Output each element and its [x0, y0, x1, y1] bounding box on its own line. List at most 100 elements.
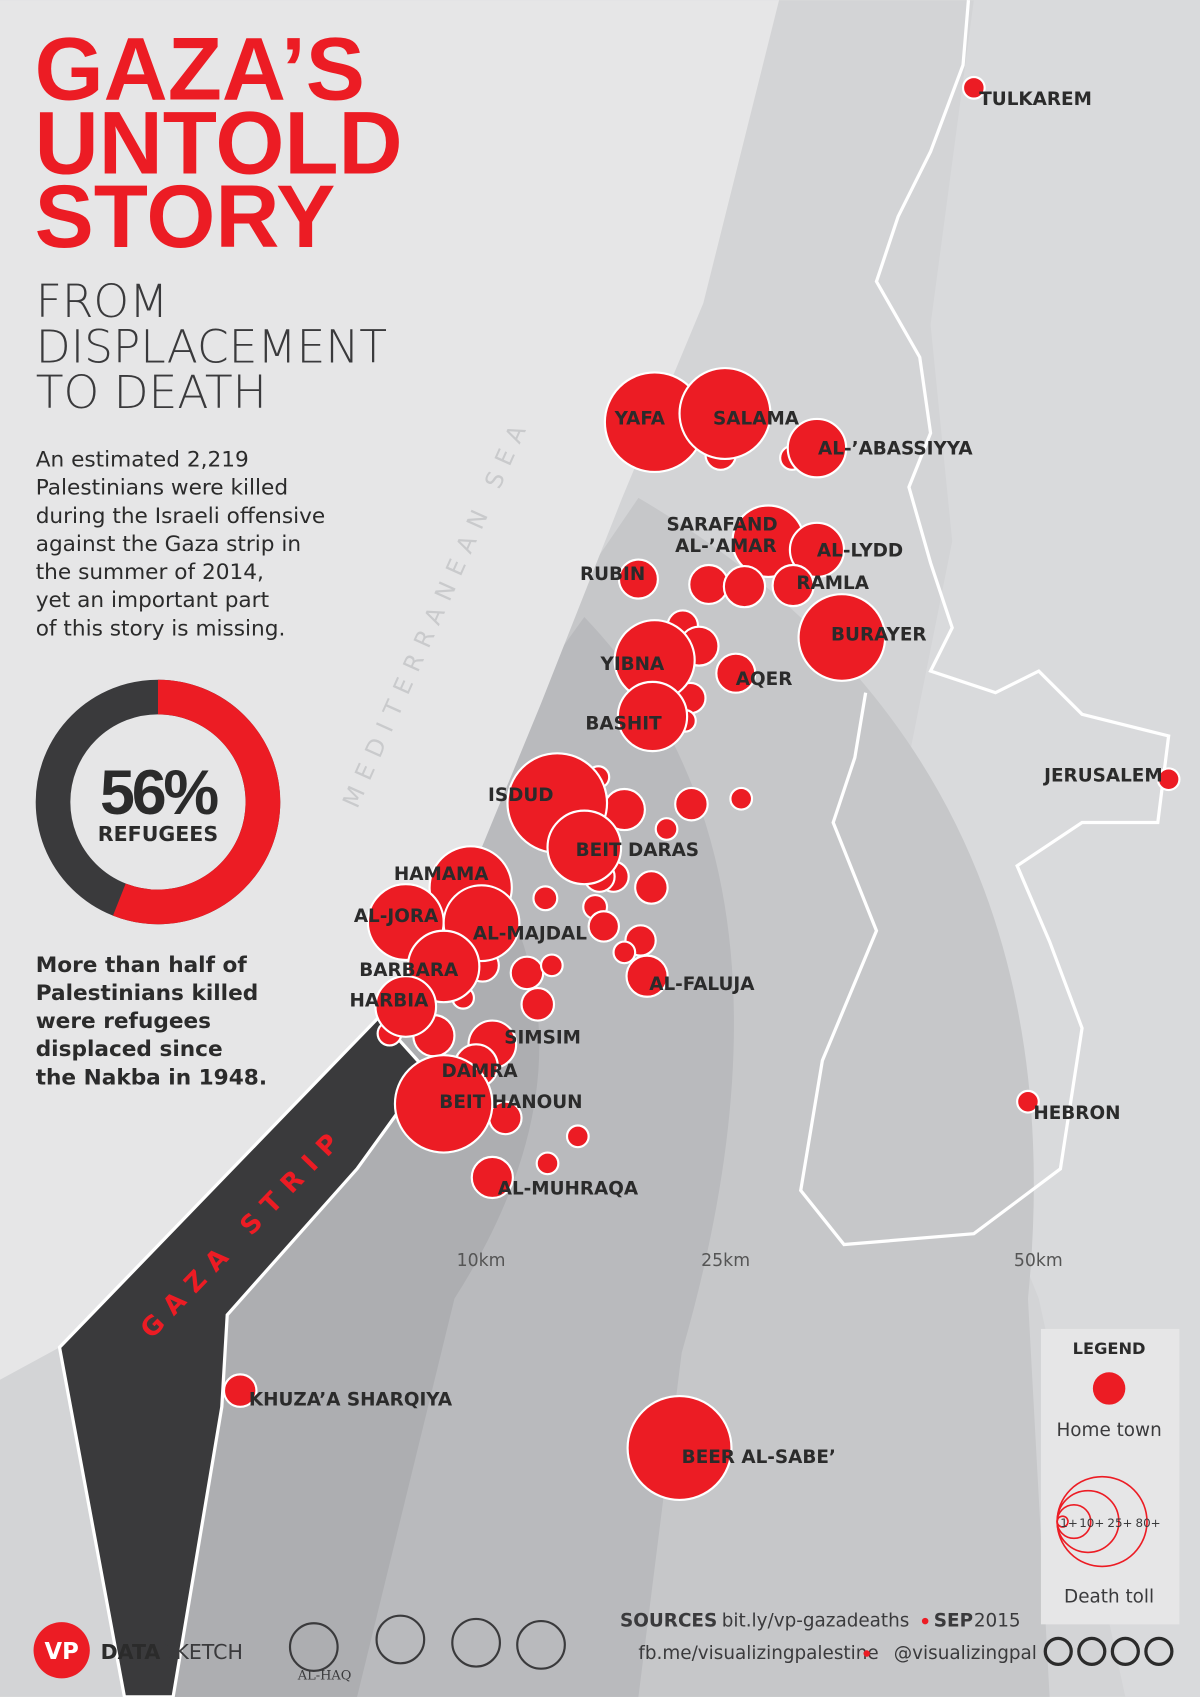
- place-label: HAMAMA: [394, 864, 489, 885]
- place-label: BARBARA: [359, 960, 459, 981]
- place-label: HARBIA: [350, 990, 430, 1011]
- town-circle: [617, 558, 659, 600]
- town-circle: [470, 1155, 514, 1200]
- legend-size: 25+: [1107, 1516, 1132, 1530]
- place-label: SARAFAND: [667, 514, 778, 535]
- intro-line: the summer of 2014,: [36, 560, 264, 585]
- brand-bold: DATA: [101, 1640, 161, 1664]
- place-label: AL-JORA: [354, 906, 439, 927]
- intro-line: yet an important part: [36, 588, 269, 613]
- cc-icon: [1043, 1636, 1073, 1666]
- legend-size: 10+: [1079, 1516, 1104, 1530]
- sources-link: bit.ly/vp-gazadeaths: [722, 1610, 910, 1631]
- partner-logo: [516, 1620, 566, 1670]
- town-circle: [509, 955, 545, 991]
- twitter: @visualizingpal: [894, 1643, 1037, 1664]
- town-circle: [626, 1394, 733, 1501]
- partner: AL-HAQ: [297, 1669, 352, 1684]
- place-label: BASHIT: [585, 713, 662, 734]
- town-circle: [532, 885, 559, 912]
- town-circle: [786, 417, 848, 479]
- note-line: More than half of: [36, 953, 248, 978]
- place-label: HEBRON: [1033, 1103, 1120, 1124]
- legend-death: Death toll: [1064, 1587, 1154, 1608]
- ring-label: 25km: [701, 1251, 750, 1271]
- legend-size: 1+: [1060, 1516, 1078, 1530]
- year: 2015: [974, 1610, 1021, 1631]
- town-circle: [797, 593, 887, 682]
- town-circle: [565, 1124, 590, 1149]
- town-circle: [587, 910, 621, 943]
- month: SEP: [934, 1610, 973, 1631]
- intro-line: An estimated 2,219: [36, 448, 249, 473]
- place-label: SALAMA: [713, 408, 800, 429]
- intro-line: of this story is missing.: [36, 616, 286, 641]
- place-label: AL-FALUJA: [649, 974, 755, 995]
- legend-dot: [1092, 1372, 1126, 1405]
- place-label: TULKAREM: [979, 89, 1092, 110]
- west-bank: [822, 0, 1200, 1697]
- place-label: YIBNA: [600, 654, 666, 675]
- subtitle-line: DISPLACEMENT: [36, 321, 387, 374]
- town-circle: [625, 954, 669, 998]
- place-label: SIMSIM: [504, 1027, 581, 1048]
- place-label: RAMLA: [796, 573, 869, 594]
- note-line: were refugees: [36, 1009, 211, 1034]
- town-circle: [722, 565, 767, 609]
- place-label: KHUZA’A SHARQIYA: [249, 1390, 453, 1411]
- town-circle: [678, 366, 772, 461]
- intro-line: Palestinians were killed: [36, 476, 288, 501]
- note-line: the Nakba in 1948.: [36, 1065, 267, 1090]
- place-label: AL-’AMAR: [675, 536, 776, 557]
- place-label: DAMRA: [441, 1061, 518, 1082]
- place-label: BEIT HANOUN: [439, 1092, 582, 1113]
- cc-icon: [1110, 1636, 1140, 1666]
- border: [799, 0, 1171, 1247]
- sources-label: SOURCES: [620, 1610, 717, 1631]
- town-circle: [688, 563, 730, 606]
- town-circle: [634, 870, 669, 905]
- note-line: displaced since: [36, 1037, 223, 1062]
- sea: [0, 0, 780, 1380]
- ring-label: 50km: [1014, 1251, 1063, 1271]
- place-label: BEIT DARAS: [576, 840, 699, 861]
- town-circle: [393, 1054, 494, 1154]
- towns: [222, 75, 1181, 1501]
- legend-title: LEGEND: [1073, 1339, 1146, 1358]
- cc-icon: [1144, 1636, 1174, 1666]
- brand-light: SKETCH: [162, 1640, 243, 1664]
- legend-size: 80+: [1136, 1516, 1161, 1530]
- donut-label: REFUGEES: [98, 822, 218, 846]
- title-line: UNTOLD: [35, 93, 403, 192]
- place-label: AL-LYDD: [817, 540, 903, 561]
- place-label: AL-MAJDAL: [473, 923, 587, 944]
- town-circle: [771, 563, 815, 608]
- place-label: AQER: [736, 669, 793, 690]
- town-circle: [1156, 767, 1181, 792]
- dot: [921, 1617, 929, 1625]
- place-label: YAFA: [614, 408, 666, 429]
- town-circle: [546, 809, 623, 886]
- logo-circle: [33, 1622, 90, 1679]
- intro-line: against the Gaza strip in: [36, 532, 301, 557]
- town-circle: [612, 940, 637, 965]
- donut-value: 56%: [100, 758, 218, 828]
- facebook: fb.me/visualizingpalestine: [638, 1643, 878, 1664]
- partner-logo: [375, 1614, 426, 1665]
- intro-line: during the Israeli offensive: [36, 504, 326, 529]
- partner-logo: [451, 1617, 501, 1668]
- legend-ring: [1056, 1475, 1148, 1568]
- title-line: GAZA’S: [35, 20, 365, 119]
- town-circle: [729, 786, 754, 811]
- place-label: ISDUD: [488, 785, 554, 806]
- ring-label: 10km: [457, 1251, 506, 1271]
- legend-home: Home town: [1056, 1420, 1161, 1441]
- town-circle: [535, 1151, 560, 1176]
- place-label: RUBIN: [580, 564, 645, 585]
- town-circle: [539, 953, 564, 978]
- place-label: BURAYER: [831, 625, 927, 646]
- subtitle-line: TO DEATH: [36, 366, 267, 419]
- cc-icon: [1077, 1636, 1107, 1666]
- title-line: STORY: [35, 167, 336, 266]
